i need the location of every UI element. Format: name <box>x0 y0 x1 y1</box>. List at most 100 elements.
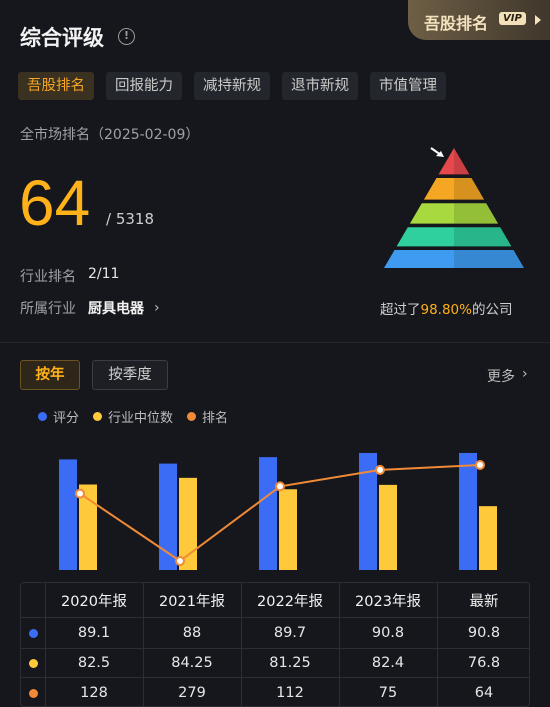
table-row: 128 279 112 75 64 <box>21 678 529 706</box>
legend-score: 评分 <box>38 407 79 426</box>
table-cell: 82.5 <box>77 655 111 671</box>
play-arrow-icon <box>535 15 541 25</box>
tab-delisting-rules[interactable]: 退市新规 <box>282 72 358 100</box>
table-column-divider <box>241 583 242 706</box>
pyramid-layer <box>409 203 499 224</box>
legend-dot <box>93 411 103 421</box>
bar-score <box>359 452 377 570</box>
table-column-divider <box>437 583 438 706</box>
table-header-cell: 2020年报 <box>61 593 127 610</box>
pyramid-layer-shade <box>454 178 485 200</box>
by-year-button[interactable]: 按年 <box>20 360 80 390</box>
legend-dot <box>38 411 47 421</box>
table-cell: 81.25 <box>269 655 311 671</box>
market-rank-total: / 5318 <box>106 210 154 228</box>
tab-bar: 吾股排名 回报能力 减持新规 退市新规 市值管理 <box>18 72 446 100</box>
tab-reduction-rules[interactable]: 减持新规 <box>194 72 270 100</box>
vip-tag: VIP <box>499 12 526 25</box>
pyramid-layer <box>396 227 512 247</box>
chart-legend: 评分 行业中位数 排名 <box>38 406 242 426</box>
beat-percent: 98.80% <box>420 302 472 318</box>
legend-rank: 排名 <box>187 407 228 426</box>
table-row: 89.1 88 89.7 90.8 90.8 <box>21 618 529 649</box>
table-header-cell: 2021年报 <box>159 593 225 610</box>
table-cell: 64 <box>474 685 494 701</box>
table-header-cell: 2022年报 <box>257 593 323 610</box>
pyramid-layer-shade <box>454 148 470 175</box>
bar-score <box>259 457 277 570</box>
pyramid-layer <box>384 250 524 268</box>
rating-table: 2020年报 2021年报 2022年报 2023年报 最新 89.1 88 89.7 90.8… <box>20 582 530 707</box>
table-cell: 76.8 <box>467 655 501 671</box>
pyramid-layer-shade <box>454 227 512 247</box>
market-rank-label: 全市场排名（2025-02-09） <box>20 127 200 143</box>
industry-rank-value: 2/11 <box>88 266 120 282</box>
pyramid-layer <box>423 178 485 200</box>
beat-percent-text: 超过了98.80%的公司 <box>380 298 512 318</box>
bar-median <box>179 477 197 570</box>
table-cell: 84.25 <box>171 655 213 671</box>
table-cell: 279 <box>178 685 206 701</box>
tab-market-cap[interactable]: 市值管理 <box>370 72 446 100</box>
table-cell: 128 <box>80 685 108 701</box>
table-cell: 82.4 <box>371 655 405 671</box>
chevron-right-icon[interactable]: › <box>154 300 160 316</box>
table-cell: 75 <box>378 685 398 701</box>
legend-label: 行业中位数 <box>108 410 174 426</box>
pyramid-layer-shade <box>454 203 499 224</box>
vip-ranking-button[interactable]: 吾股排名 VIP <box>408 0 550 40</box>
market-rank-value: 64 <box>19 167 91 239</box>
info-icon[interactable]: ! <box>118 28 135 45</box>
row-legend-dot <box>29 628 38 638</box>
table-cell: 88 <box>182 625 202 641</box>
ranking-pyramid <box>384 147 524 268</box>
table-cell: 89.1 <box>77 625 111 641</box>
bar-score <box>59 459 77 570</box>
tab-return-ability[interactable]: 回报能力 <box>106 72 182 100</box>
vip-label: 吾股排名 <box>424 14 489 33</box>
pyramid-layer <box>438 148 470 175</box>
rank-point <box>175 556 185 566</box>
tab-wugu-ranking[interactable]: 吾股排名 <box>18 72 94 100</box>
bar-median <box>479 506 497 570</box>
rank-point <box>75 488 85 499</box>
table-header-cell: 最新 <box>469 593 499 610</box>
table-header-cell: 2023年报 <box>355 593 421 610</box>
legend-dot <box>187 411 197 421</box>
legend-label: 评分 <box>53 410 80 426</box>
rank-point <box>375 464 385 475</box>
legend-label: 排名 <box>202 410 229 426</box>
table-column-divider <box>45 583 46 706</box>
pointer-arrow-icon <box>430 147 444 157</box>
bar-median <box>379 484 397 570</box>
table-header-row: 2020年报 2021年报 2022年报 2023年报 最新 <box>21 583 529 618</box>
table-cell: 112 <box>276 685 304 701</box>
table-row: 82.5 84.25 81.25 82.4 76.8 <box>21 649 529 678</box>
header: 综合评级 ! 吾股排名 VIP <box>0 0 550 62</box>
row-legend-dot <box>29 658 38 668</box>
pyramid-layer-shade <box>454 250 524 268</box>
industry-label: 所属行业 <box>20 301 76 317</box>
table-cell: 90.8 <box>467 625 501 641</box>
section-divider <box>0 342 550 343</box>
beat-suffix: 的公司 <box>471 302 513 318</box>
more-link[interactable]: 更多 <box>487 369 515 385</box>
industry-link[interactable]: 厨具电器 <box>88 301 144 317</box>
row-legend-dot <box>29 688 38 698</box>
table-cell: 89.7 <box>273 625 307 641</box>
bar-median <box>79 484 97 570</box>
rating-chart <box>59 452 497 570</box>
bar-score <box>459 452 477 570</box>
page-title: 综合评级 <box>20 26 104 50</box>
beat-prefix: 超过了 <box>380 302 421 318</box>
table-cell: 90.8 <box>371 625 405 641</box>
table-column-divider <box>339 583 340 706</box>
bar-score <box>159 463 177 570</box>
chevron-right-icon[interactable]: › <box>522 366 528 382</box>
rank-point <box>475 460 485 470</box>
legend-median: 行业中位数 <box>93 407 173 426</box>
industry-rank-label: 行业排名 <box>20 269 76 285</box>
bar-median <box>279 489 297 570</box>
by-quarter-button[interactable]: 按季度 <box>92 360 168 390</box>
table-column-divider <box>143 583 144 706</box>
